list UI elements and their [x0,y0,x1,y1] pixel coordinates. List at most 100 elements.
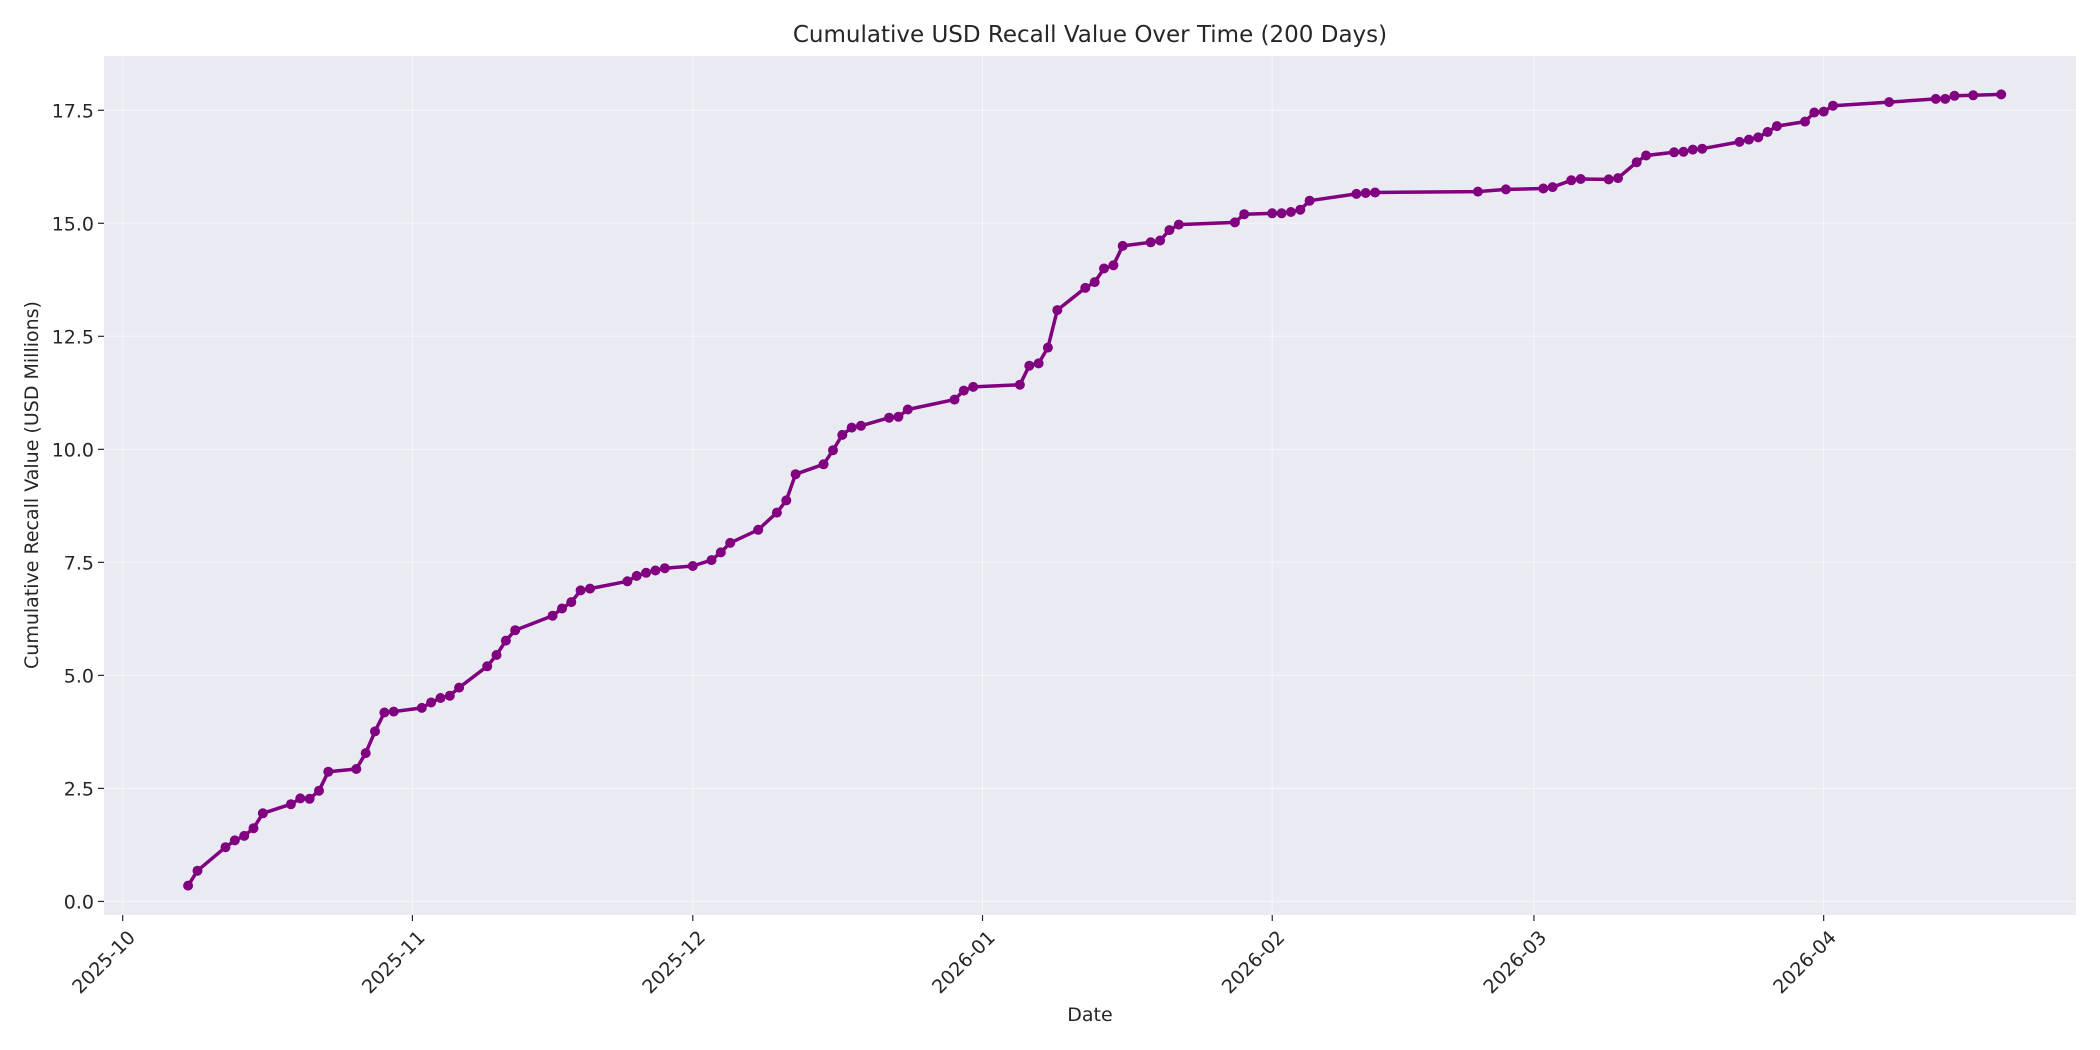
data-point [351,764,362,774]
data-point [790,469,801,480]
x-tick-label: 2025-12 [638,927,710,999]
data-point [1566,175,1577,186]
data-point [1940,93,1951,104]
data-point [1164,225,1175,236]
data-point [1753,132,1764,143]
chart-title: Cumulative USD Recall Value Over Time (2… [793,22,1387,48]
data-point [1155,235,1166,246]
data-point [547,610,558,621]
data-point [435,693,446,703]
data-point [1884,97,1895,108]
x-axis-label: Date [1067,1004,1112,1026]
y-tick-label: 5.0 [64,665,94,687]
y-tick-label: 17.5 [52,100,94,122]
data-point [1295,204,1306,215]
data-point [323,766,334,777]
data-point [715,547,726,558]
data-point [426,697,437,708]
data-point [968,381,979,392]
data-point [1538,183,1549,194]
x-tick-label: 2026-01 [928,927,1000,999]
data-point [1809,107,1820,118]
data-point [1697,143,1708,154]
data-point [1828,100,1838,111]
data-point [1800,116,1810,127]
data-point [1613,173,1623,184]
y-tick-label: 12.5 [52,326,94,348]
data-point [1930,93,1941,104]
data-point [1678,146,1689,157]
y-tick-label: 2.5 [64,778,94,800]
data-point [370,726,380,737]
plot-area [104,56,2076,915]
data-point [650,565,661,576]
data-point [1734,136,1745,147]
data-point [846,422,857,433]
data-point [902,404,913,415]
y-axis-label: Cumulative Recall Value (USD Millions) [21,301,43,669]
data-point [1052,305,1063,316]
data-point [192,865,203,876]
data-point [706,555,717,566]
x-axis-ticks: 2025-10 2025-11 2025-12 2026-01 2026-02 2026-… [68,915,1841,998]
data-point [239,830,250,841]
data-point [454,682,465,693]
data-point [781,495,792,506]
grid-lines [104,56,2076,915]
data-point [958,385,969,396]
data-point [1239,209,1250,220]
data-point [1743,134,1754,145]
data-point [360,748,371,759]
data-point [1276,208,1287,219]
data-point [510,625,521,636]
series-layer [183,89,2007,891]
data-point [771,507,782,518]
data-point [1996,89,2007,100]
data-point [1267,208,1278,219]
data-point [1033,358,1044,369]
y-tick-label: 10.0 [52,439,94,461]
data-point [248,823,259,834]
data-point [566,597,577,608]
data-point [1547,182,1558,193]
data-point [482,661,493,672]
data-point [659,563,670,574]
data-point [1173,219,1184,230]
data-point [1229,217,1240,228]
data-point [837,429,848,440]
x-tick-label: 2026-03 [1479,927,1551,999]
data-point [1575,174,1586,184]
data-point [1968,90,1979,101]
data-point [631,570,642,581]
data-point [641,567,652,578]
data-point [183,880,194,891]
data-point [725,537,736,548]
data-point [1949,90,1960,101]
data-point [1360,188,1371,198]
data-point [828,445,838,456]
data-point [1500,184,1511,195]
data-point [500,635,511,646]
data-point [1762,127,1773,137]
data-point [1099,263,1109,274]
data-point [257,808,268,819]
data-point [575,585,586,596]
data-point [687,561,698,571]
data-point [856,420,866,431]
data-point [220,842,231,853]
data-point [818,459,829,470]
data-point [379,707,390,718]
data-point [1818,106,1829,117]
y-axis-ticks: 0.0 2.5 5.0 7.5 10.0 12.5 15.0 17.5 [52,100,104,913]
data-point [1669,147,1680,158]
data-point [1631,157,1642,168]
data-point [444,690,455,701]
x-tick-label: 2026-04 [1769,927,1841,999]
data-point [557,603,567,614]
data-point [893,411,904,422]
data-point [285,799,296,810]
data-point [229,835,240,846]
x-tick-label: 2025-10 [68,927,140,999]
data-point [491,650,502,660]
